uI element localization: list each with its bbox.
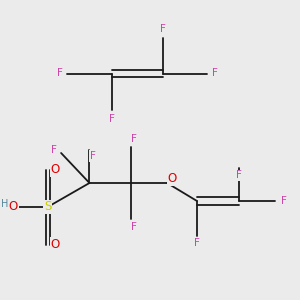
Text: F: F [51, 145, 57, 155]
Text: O: O [50, 163, 60, 176]
Text: F: F [212, 68, 218, 79]
Text: O: O [50, 238, 60, 251]
Text: F: F [109, 113, 115, 124]
Text: S: S [44, 200, 51, 214]
Text: F: F [194, 238, 200, 248]
Text: O: O [168, 172, 177, 185]
Text: F: F [160, 23, 166, 34]
Text: F: F [57, 68, 62, 79]
Text: F: F [280, 196, 286, 206]
Text: O: O [9, 200, 18, 214]
Text: F: F [236, 170, 242, 181]
Text: F: F [89, 151, 95, 161]
Text: H: H [1, 199, 8, 209]
Text: F: F [131, 134, 137, 145]
Text: F: F [131, 221, 137, 232]
